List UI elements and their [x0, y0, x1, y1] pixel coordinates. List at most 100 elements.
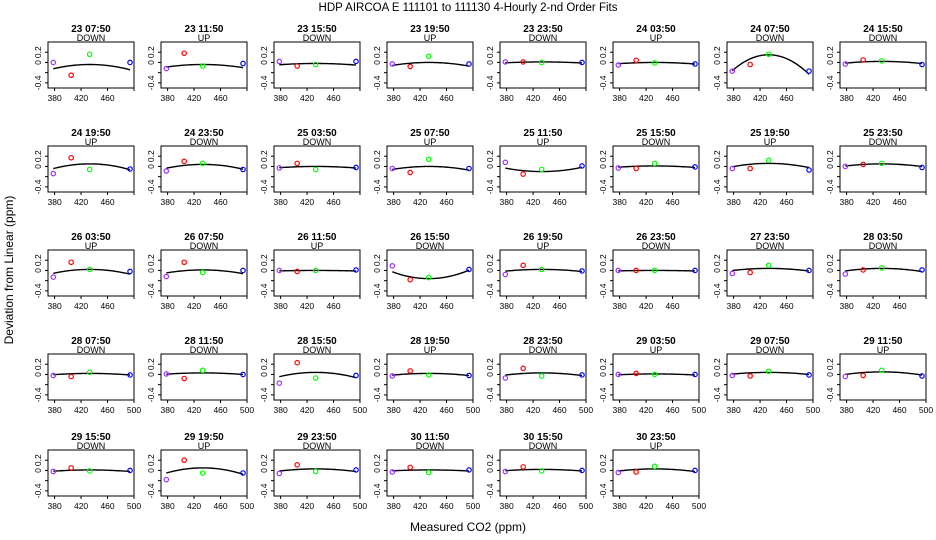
- data-point-blue: [579, 467, 585, 474]
- y-tick-label: 0: [33, 468, 43, 473]
- x-tick-label: 460: [665, 405, 679, 415]
- panel-title: 30 11:50: [411, 432, 450, 443]
- data-point-purple: [502, 468, 509, 475]
- x-tick-label: 380: [48, 301, 62, 311]
- panel-frame: [726, 249, 814, 297]
- x-tick-label: 420: [866, 405, 880, 415]
- panel-title: 23 15:50: [297, 24, 337, 35]
- x-tick-label: 380: [500, 405, 514, 415]
- y-tick-label: 0.2: [259, 358, 269, 370]
- x-tick-label: 460: [100, 501, 114, 511]
- y-tick-label: 0: [598, 164, 608, 169]
- data-point-green: [878, 160, 885, 167]
- x-tick-label: 420: [300, 93, 314, 103]
- data-point-purple: [163, 273, 170, 280]
- y-tick-label: -0.4: [372, 75, 382, 90]
- x-tick-label: 500: [466, 405, 480, 415]
- y-tick-label: -0.4: [712, 283, 722, 298]
- panel-title: 29 11:50: [864, 336, 903, 347]
- data-point-purple: [276, 267, 283, 274]
- y-tick-label: 0.2: [485, 150, 495, 162]
- x-tick-label: 380: [274, 501, 288, 511]
- panel-direction: DOWN: [303, 441, 332, 451]
- x-tick-label: 460: [665, 301, 679, 311]
- y-tick-label: 0.2: [372, 150, 382, 162]
- y-tick-label: 0.2: [485, 46, 495, 58]
- data-point-blue: [240, 267, 246, 274]
- data-point-red: [68, 259, 74, 266]
- x-tick-label: 420: [526, 405, 540, 415]
- panel-direction: DOWN: [869, 33, 898, 43]
- data-point-red: [181, 375, 187, 382]
- y-tick-label: -0.4: [259, 283, 269, 298]
- x-tick-label: 500: [579, 405, 593, 415]
- x-tick-label: 500: [240, 405, 254, 415]
- panel-direction: DOWN: [77, 441, 106, 451]
- x-tick-label: 460: [665, 501, 679, 511]
- panel-direction: DOWN: [642, 137, 671, 147]
- y-tick-label: 0: [825, 372, 835, 377]
- x-tick-label: 500: [127, 405, 141, 415]
- data-point-red: [294, 63, 300, 69]
- data-point-red: [181, 457, 187, 464]
- y-tick-label: 0.2: [485, 454, 495, 466]
- data-point-blue: [466, 61, 472, 67]
- y-tick-label: 0.2: [712, 150, 722, 162]
- y-tick-label: 0: [712, 372, 722, 377]
- x-tick-label: 420: [753, 197, 767, 207]
- panel-direction: DOWN: [190, 345, 219, 355]
- x-tick-label: 380: [387, 405, 401, 415]
- panel-title: 26 07:50: [184, 232, 224, 243]
- data-point-blue: [692, 467, 698, 474]
- y-tick-label: -0.4: [598, 283, 608, 298]
- panel-title: 27 23:50: [750, 232, 790, 243]
- x-tick-label: 420: [866, 197, 880, 207]
- y-tick-label: 0.2: [825, 150, 835, 162]
- y-axis-label: Deviation from Linear (ppm): [2, 196, 16, 345]
- data-point-red: [520, 262, 526, 269]
- x-tick-label: 420: [187, 197, 201, 207]
- y-tick-label: 0.2: [712, 46, 722, 58]
- x-tick-label: 460: [100, 405, 114, 415]
- data-point-blue: [353, 267, 359, 273]
- data-point-green: [765, 157, 772, 164]
- panel-title: 25 11:50: [524, 128, 563, 139]
- panel-title: 26 15:50: [410, 232, 450, 243]
- data-point-blue: [466, 467, 472, 473]
- data-point-blue: [466, 372, 472, 379]
- y-tick-label: 0.2: [485, 254, 495, 266]
- fit-curve: [53, 163, 131, 171]
- x-tick-label: 380: [727, 405, 741, 415]
- panel-title: 24 07:50: [750, 24, 790, 35]
- data-point-purple: [729, 372, 736, 379]
- panel-frame: [386, 449, 474, 497]
- data-point-blue: [579, 268, 585, 274]
- data-point-blue: [466, 165, 472, 172]
- x-tick-label: 380: [48, 197, 62, 207]
- panel-frame: [386, 353, 474, 401]
- y-tick-label: 0: [146, 164, 156, 169]
- panel-frame: [47, 449, 135, 497]
- data-point-purple: [615, 165, 622, 171]
- data-point-blue: [692, 61, 698, 67]
- data-point-blue: [353, 164, 359, 171]
- panel-direction: UP: [650, 441, 663, 451]
- y-tick-label: 0.2: [33, 454, 43, 466]
- y-tick-label: -0.4: [259, 179, 269, 194]
- data-point-red: [68, 154, 74, 161]
- y-tick-label: -0.4: [712, 179, 722, 194]
- data-point-blue: [127, 467, 133, 474]
- panel-title: 23 23:50: [523, 24, 563, 35]
- x-tick-label: 420: [866, 301, 880, 311]
- x-tick-label: 420: [526, 93, 540, 103]
- x-tick-label: 380: [500, 93, 514, 103]
- panel-frame: [499, 249, 587, 297]
- y-tick-label: 0.2: [33, 358, 43, 370]
